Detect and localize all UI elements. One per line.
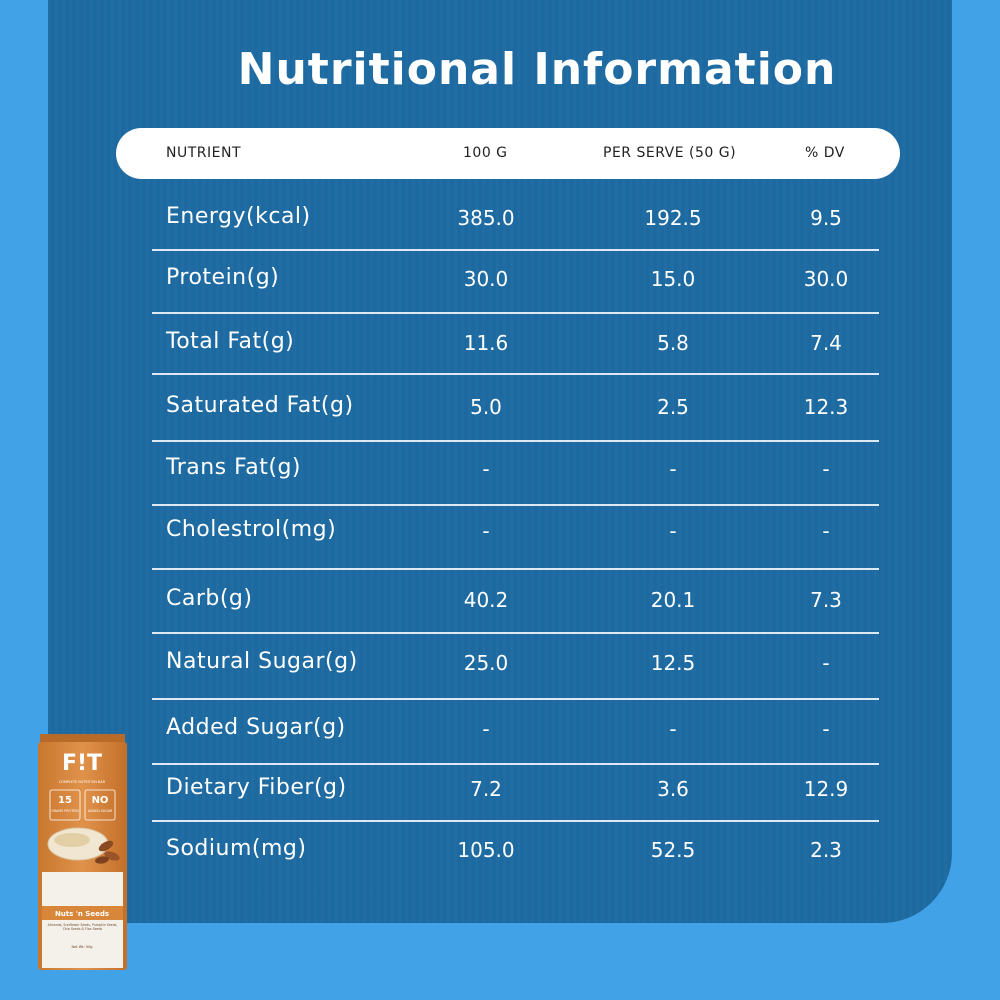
nutrient-name: Saturated Fat(g) — [166, 393, 354, 418]
product-ingredients: Almonds, Sunflower Seeds, Pumpkin Seeds,… — [47, 923, 118, 931]
table-row: Energy(kcal) 385.0 192.5 9.5 — [152, 190, 879, 251]
table-row: Cholestrol(mg) - - - — [152, 504, 879, 570]
nutrient-name: Carb(g) — [166, 586, 253, 611]
value-dv: 7.3 — [810, 588, 842, 612]
value-serve: 15.0 — [650, 267, 696, 291]
value-g100: 11.6 — [463, 331, 509, 355]
value-dv: 12.3 — [803, 395, 849, 419]
value-serve: 192.5 — [644, 206, 702, 230]
value-g100: 7.2 — [470, 777, 502, 801]
page-title: Nutritional Information — [237, 44, 837, 95]
flavor-band — [42, 906, 123, 920]
product-brand: F!T — [62, 751, 102, 776]
protein-badge-number: 15 — [58, 795, 72, 806]
value-serve: - — [669, 457, 677, 481]
header-dv: % DV — [805, 145, 845, 161]
value-dv: 30.0 — [803, 267, 849, 291]
table-row: Protein(g) 30.0 15.0 30.0 — [152, 249, 879, 314]
header-100g: 100 G — [463, 145, 508, 161]
value-serve: - — [669, 717, 677, 741]
oats-illustration — [54, 833, 90, 847]
almond-illustration — [98, 840, 114, 852]
product-tagline: COMPLETE NUTRITION BAR — [59, 780, 106, 784]
almond-illustration — [95, 856, 109, 864]
value-serve: 3.6 — [657, 777, 689, 801]
protein-badge — [49, 789, 81, 821]
protein-badge-text: GRAMS PROTEIN — [51, 809, 79, 813]
nutrient-name: Energy(kcal) — [166, 204, 311, 229]
value-serve: 5.8 — [657, 331, 689, 355]
header-nutrient: NUTRIENT — [166, 145, 241, 161]
nutrient-name: Natural Sugar(g) — [166, 649, 358, 674]
nutrient-name: Sodium(mg) — [166, 836, 307, 861]
value-dv: - — [822, 457, 830, 481]
product-flavor: Nuts 'n Seeds — [55, 910, 109, 918]
table-header: NUTRIENT 100 G PER SERVE (50 G) % DV — [116, 128, 900, 179]
wrapper-top-crimp — [40, 734, 125, 744]
value-g100: 385.0 — [457, 206, 515, 230]
value-serve: - — [669, 519, 677, 543]
value-dv: 12.9 — [803, 777, 849, 801]
value-dv: - — [822, 651, 830, 675]
nutrient-name: Total Fat(g) — [166, 329, 295, 354]
value-serve: 2.5 — [657, 395, 689, 419]
nutrient-name: Cholestrol(mg) — [166, 517, 337, 542]
table-row: Sodium(mg) 105.0 52.5 2.3 — [152, 820, 879, 880]
table-row: Carb(g) 40.2 20.1 7.3 — [152, 568, 879, 634]
table-row: Natural Sugar(g) 25.0 12.5 - — [152, 632, 879, 700]
value-dv: - — [822, 519, 830, 543]
sugar-badge-number: NO — [92, 795, 109, 806]
value-g100: - — [482, 457, 490, 481]
value-serve: 52.5 — [650, 838, 696, 862]
value-dv: 7.4 — [810, 331, 842, 355]
value-g100: - — [482, 519, 490, 543]
table-row: Dietary Fiber(g) 7.2 3.6 12.9 — [152, 763, 879, 822]
sugar-badge-text: ADDED SUGAR — [88, 809, 113, 813]
product-bar-image: F!T COMPLETE NUTRITION BAR 15 GRAMS PROT… — [38, 734, 127, 970]
table-row: Trans Fat(g) - - - — [152, 440, 879, 506]
value-g100: 25.0 — [463, 651, 509, 675]
table-row: Added Sugar(g) - - - — [152, 698, 879, 765]
value-dv: 9.5 — [810, 206, 842, 230]
value-g100: - — [482, 717, 490, 741]
product-net-weight: Net Wt: 50g — [71, 945, 92, 949]
value-dv: 2.3 — [810, 838, 842, 862]
table-row: Saturated Fat(g) 5.0 2.5 12.3 — [152, 373, 879, 442]
nutrient-name: Dietary Fiber(g) — [166, 775, 347, 800]
value-dv: - — [822, 717, 830, 741]
header-per-serve: PER SERVE (50 G) — [603, 145, 737, 161]
value-g100: 105.0 — [457, 838, 515, 862]
nutrient-name: Trans Fat(g) — [166, 455, 302, 480]
value-serve: 12.5 — [650, 651, 696, 675]
value-g100: 30.0 — [463, 267, 509, 291]
sugar-badge — [84, 789, 116, 821]
nutrient-name: Added Sugar(g) — [166, 715, 346, 740]
table-row: Total Fat(g) 11.6 5.8 7.4 — [152, 312, 879, 375]
value-g100: 5.0 — [470, 395, 502, 419]
value-serve: 20.1 — [650, 588, 696, 612]
value-g100: 40.2 — [463, 588, 509, 612]
nutrient-name: Protein(g) — [166, 265, 280, 290]
